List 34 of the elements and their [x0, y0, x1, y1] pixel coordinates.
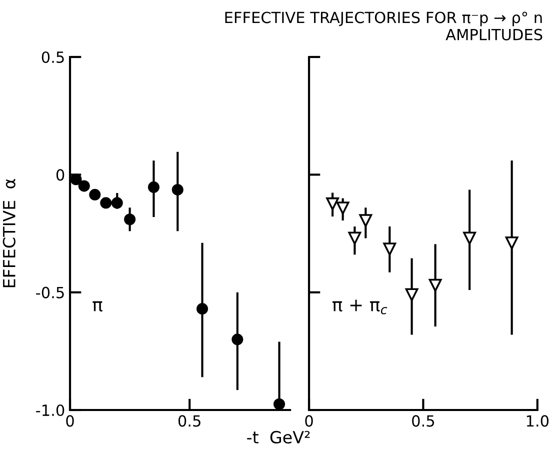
text: EFFECTIVE TRAJECTORIES FOR π⁻p → ρ° n AMPLITUDES [225, 12, 542, 40]
point [359, 214, 372, 228]
point [124, 214, 136, 226]
point [196, 303, 208, 315]
point [348, 232, 362, 245]
point [463, 232, 476, 245]
point [326, 197, 340, 210]
x-tick-label: 1.0 [526, 415, 549, 427]
x-tick-label: 0 [305, 415, 313, 427]
point [383, 242, 396, 256]
point [70, 174, 82, 186]
point [148, 181, 160, 193]
point [78, 180, 90, 192]
y-axis-title: EFFECTIVE α [2, 179, 16, 288]
point [232, 334, 244, 346]
annotation: π + π$_{c}$ [332, 300, 388, 314]
x-tick-label: 0 [66, 415, 74, 427]
point [172, 184, 184, 196]
y-tick-label: 0.5 [42, 51, 64, 64]
point [428, 278, 442, 292]
x-axis-title: -t GeV² [247, 430, 310, 444]
y-tick-label: -1.0 [36, 404, 64, 416]
point [89, 188, 101, 200]
y-tick-label: 0 [56, 169, 64, 181]
point [100, 197, 112, 209]
point [111, 197, 123, 209]
point [405, 288, 418, 302]
annotation: π [92, 301, 102, 312]
x-tick-label: 0.5 [412, 415, 434, 427]
point [274, 398, 286, 410]
y-tick-label: -0.5 [36, 286, 64, 298]
x-tick-label: 0.5 [178, 415, 200, 427]
point [336, 202, 350, 215]
point [505, 236, 518, 250]
